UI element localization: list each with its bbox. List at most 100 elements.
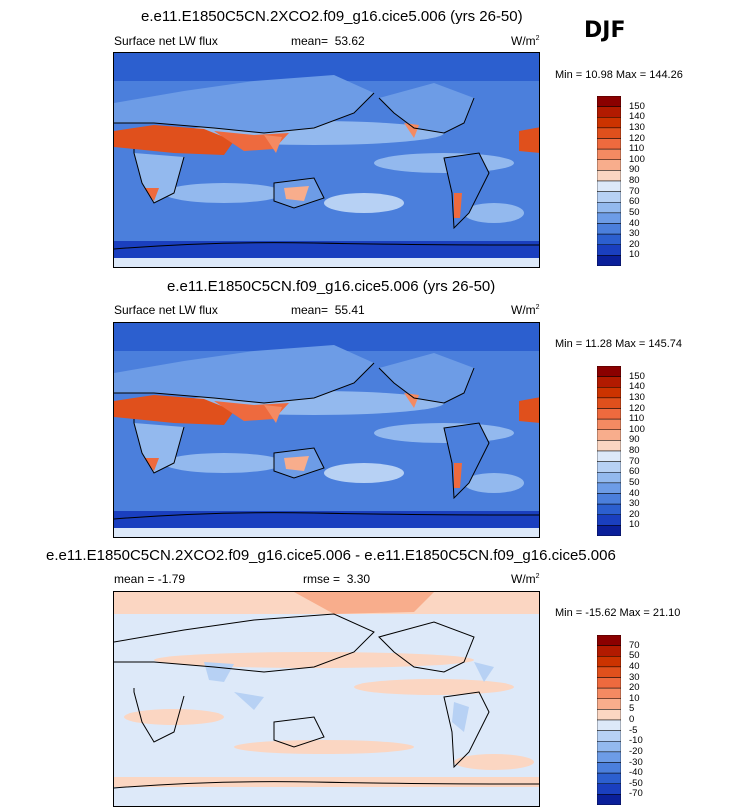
colorbar-swatch xyxy=(596,397,622,409)
colorbar-swatch xyxy=(596,255,622,267)
panel2-max-label: Max = xyxy=(615,338,646,350)
colorbar-swatch xyxy=(596,772,622,784)
panel3-rmse-label: rmse = xyxy=(303,572,341,586)
colorbar-swatch xyxy=(596,159,622,171)
colorbar-swatch xyxy=(596,730,622,742)
colorbar-tick-label: 20 xyxy=(629,682,640,694)
colorbar-tick-label: 70 xyxy=(629,185,640,197)
panel2-variable: Surface net LW flux xyxy=(114,303,218,317)
colorbar-tick-label: 90 xyxy=(629,164,640,176)
colorbar-swatch xyxy=(596,95,622,107)
colorbar-tick-label: 10 xyxy=(629,519,640,531)
colorbar-tick-label: 100 xyxy=(629,423,645,435)
colorbar-tick-label: 130 xyxy=(629,121,645,133)
colorbar-swatch xyxy=(596,138,622,150)
season-label: DJF xyxy=(584,18,626,43)
colorbar-swatch xyxy=(596,429,622,441)
colorbar-tick-label: 10 xyxy=(629,249,640,261)
colorbar-tick-label: 120 xyxy=(629,402,645,414)
colorbar-swatch xyxy=(596,677,622,689)
panel1-mean: mean= 53.62 xyxy=(291,34,365,48)
panel3-min-value: -15.62 xyxy=(585,607,617,619)
panel2-units-text: W/m xyxy=(511,303,536,317)
colorbar-tick-label: 120 xyxy=(629,132,645,144)
colorbar-swatch xyxy=(596,117,622,129)
colorbar-tick-label: 90 xyxy=(629,434,640,446)
panel3-mean-label: mean = xyxy=(114,572,155,586)
colorbar-swatch xyxy=(596,440,622,452)
colorbar-tick-label: -30 xyxy=(629,756,643,768)
panel1-units-text: W/m xyxy=(511,34,536,48)
panel1-max-value: 144.26 xyxy=(649,69,683,81)
colorbar-swatch xyxy=(596,233,622,245)
colorbar-swatch xyxy=(596,719,622,731)
colorbar-swatch xyxy=(596,525,622,537)
colorbar-tick-label: -10 xyxy=(629,735,643,747)
panel3-map xyxy=(113,591,540,807)
colorbar-swatch xyxy=(596,223,622,235)
colorbar-swatch xyxy=(596,645,622,657)
colorbar-swatch xyxy=(596,709,622,721)
panel2-colorbar: 150 140 130 120 110 100 90 80 70 60 50 40 30 20 10 xyxy=(596,365,645,541)
panel3-title: e.e11.E1850C5CN.2XCO2.f09_g16.cice5.006 … xyxy=(46,547,616,564)
colorbar-swatch xyxy=(596,244,622,256)
colorbar-swatch xyxy=(596,794,622,806)
colorbar-swatch xyxy=(596,762,622,774)
colorbar-tick-label: 70 xyxy=(629,455,640,467)
panel2-title: e.e11.E1850C5CN.f09_g16.cice5.006 (yrs 2… xyxy=(167,278,496,295)
colorbar-tick-label: 50 xyxy=(629,476,640,488)
panel1-units: W/m2 xyxy=(511,34,540,48)
panel2-map-svg xyxy=(114,323,539,537)
colorbar-swatch xyxy=(596,365,622,377)
colorbar-swatch xyxy=(596,698,622,710)
panel3-mean: mean = -1.79 xyxy=(114,572,185,586)
panel3-max-value: 21.10 xyxy=(652,607,681,619)
panel2-units: W/m2 xyxy=(511,303,540,317)
colorbar-swatch xyxy=(596,387,622,399)
panel2-mean-label: mean= xyxy=(291,303,329,317)
panel3-map-svg xyxy=(114,592,539,806)
colorbar-tick-label: 80 xyxy=(629,445,640,456)
colorbar-swatch xyxy=(596,493,622,505)
colorbar-swatch xyxy=(596,127,622,139)
panel3-rmse-value: 3.30 xyxy=(346,572,371,586)
panel2-min-label: Min = xyxy=(555,338,583,350)
panel3-units-sup: 2 xyxy=(535,573,540,580)
panel3-mean-value: -1.79 xyxy=(157,572,186,586)
panel3-rmse: rmse = 3.30 xyxy=(303,572,370,586)
panel2-mean: mean= 55.41 xyxy=(291,303,365,317)
colorbar-swatch xyxy=(596,180,622,192)
colorbar-tick-label: 110 xyxy=(629,413,645,425)
colorbar-tick-label: 60 xyxy=(629,196,640,208)
panel1-min-value: 10.98 xyxy=(585,69,613,81)
colorbar-swatch xyxy=(596,408,622,420)
colorbar-tick-label: -20 xyxy=(629,745,643,757)
colorbar-tick-label: -5 xyxy=(629,724,638,736)
panel1-map-svg xyxy=(114,53,539,267)
colorbar-tick-label: 10 xyxy=(629,692,640,704)
panel1-variable: Surface net LW flux xyxy=(114,34,218,48)
panel1-minmax: Min = 10.98 Max = 144.26 xyxy=(555,69,683,81)
panel3-units-text: W/m xyxy=(511,572,536,586)
panel2-min-value: 11.28 xyxy=(585,338,612,350)
colorbar-swatch xyxy=(596,751,622,763)
colorbar-tick-label: 30 xyxy=(629,228,640,240)
colorbar-swatch xyxy=(596,418,622,430)
panel2-colorbar-svg xyxy=(596,365,622,537)
colorbar-swatch xyxy=(596,212,622,224)
colorbar-tick-label: 80 xyxy=(629,175,640,186)
colorbar-tick-label: 130 xyxy=(629,391,645,403)
colorbar-tick-label: 30 xyxy=(629,498,640,510)
colorbar-swatch xyxy=(596,461,622,473)
colorbar-swatch xyxy=(596,148,622,160)
colorbar-tick-label: 40 xyxy=(629,217,640,229)
colorbar-swatch xyxy=(596,666,622,678)
panel1-max-label: Max = xyxy=(615,69,647,81)
colorbar-swatch xyxy=(596,514,622,526)
panel2-minmax: Min = 11.28 Max = 145.74 xyxy=(555,338,682,350)
panel3-minmax: Min = -15.62 Max = 21.10 xyxy=(555,607,680,619)
colorbar-swatch xyxy=(596,687,622,699)
colorbar-tick-label: 0 xyxy=(629,714,635,725)
panel2-mean-value: 55.41 xyxy=(334,303,365,317)
colorbar-tick-label: 100 xyxy=(629,153,645,165)
